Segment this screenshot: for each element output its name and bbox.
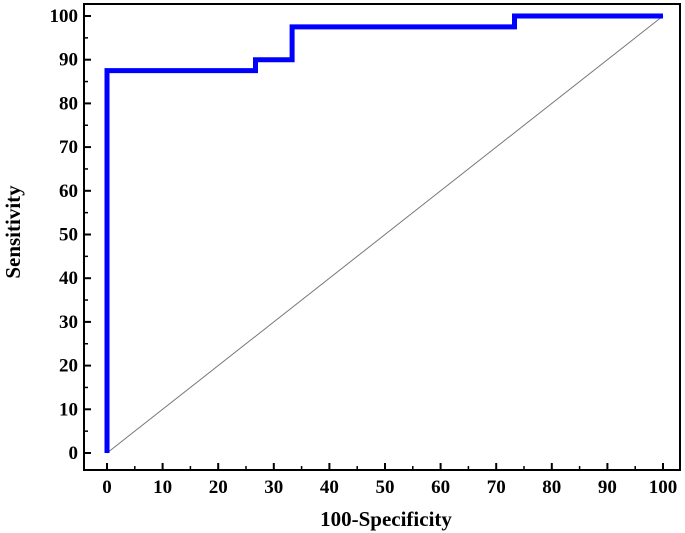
x-tick-label: 50 <box>376 477 395 498</box>
x-axis-title: 100-Specificity <box>320 507 452 531</box>
y-tick-label: 100 <box>50 6 79 27</box>
y-tick-label: 60 <box>59 181 78 202</box>
series-layer <box>104 13 664 454</box>
x-tick-label: 60 <box>431 477 450 498</box>
x-tick-label: 30 <box>264 477 283 498</box>
y-tick-label: 70 <box>59 137 78 158</box>
x-tick-label: 90 <box>598 477 617 498</box>
x-tick-label: 20 <box>209 477 228 498</box>
tick-marks <box>84 15 664 470</box>
x-axis-tick-labels: 0 10 20 30 40 50 60 70 80 90 100 <box>102 477 677 498</box>
x-tick-label: 80 <box>542 477 561 498</box>
x-tick-label: 40 <box>320 477 339 498</box>
x-tick-label: 100 <box>649 477 678 498</box>
y-axis-tick-labels: 0 10 20 30 40 50 60 70 80 90 100 <box>50 6 79 464</box>
y-axis-title: Sensitivity <box>1 185 25 279</box>
reference-diagonal-line <box>106 15 664 454</box>
x-tick-label: 10 <box>153 477 172 498</box>
y-tick-label: 20 <box>59 356 78 377</box>
y-tick-label: 30 <box>59 312 78 333</box>
roc-curve-line <box>104 13 663 453</box>
y-tick-label: 0 <box>69 443 79 464</box>
y-tick-label: 50 <box>59 225 78 246</box>
y-tick-label: 80 <box>59 93 78 114</box>
y-tick-label: 90 <box>59 50 78 71</box>
x-tick-label: 70 <box>487 477 506 498</box>
y-tick-label: 40 <box>59 268 78 289</box>
x-tick-label: 0 <box>102 477 112 498</box>
y-tick-label: 10 <box>59 399 78 420</box>
